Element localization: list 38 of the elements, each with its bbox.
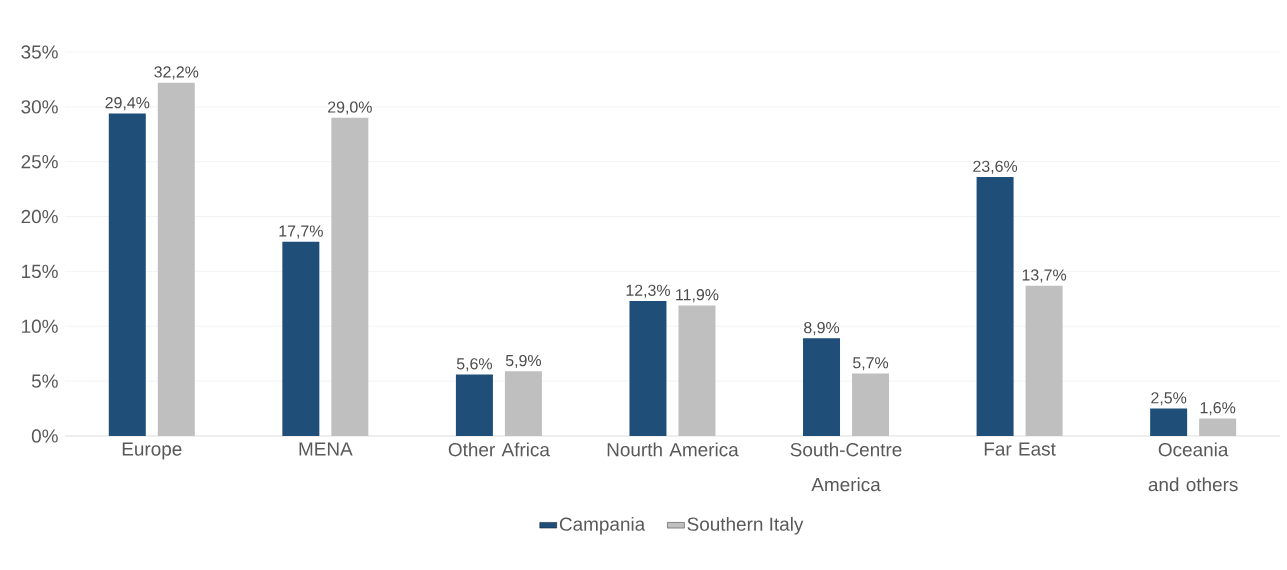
data-label: 5,6%: [456, 358, 493, 372]
bar: [1150, 408, 1188, 436]
y-tick-label: 25%: [21, 155, 58, 169]
x-tick-label: Other Africa: [448, 442, 550, 457]
bar: [455, 374, 493, 436]
bar: [108, 113, 146, 436]
y-tick-label: 0%: [31, 429, 58, 443]
data-label: 1,6%: [1200, 402, 1236, 416]
data-label: 17,7%: [279, 225, 323, 239]
data-label: 29,0%: [328, 101, 372, 115]
bar: [803, 338, 841, 436]
data-label: 32,2%: [154, 66, 199, 80]
y-tick-label: 15%: [22, 264, 58, 279]
x-tick-label: South-Centre America: [790, 442, 902, 492]
data-label: 5,9%: [505, 354, 542, 369]
x-tick-label: Oceania and others: [1148, 442, 1238, 492]
x-tick-label: Europe: [122, 442, 182, 460]
data-label: 8,9%: [804, 321, 840, 336]
data-label: 11,9%: [676, 289, 719, 303]
bar: [282, 241, 320, 436]
data-label: 29,4%: [105, 97, 150, 111]
legend-label: Southern Italy: [687, 516, 804, 535]
bar: [976, 177, 1014, 436]
x-tick-label: Nourth America: [607, 442, 739, 457]
data-label: 2,5%: [1151, 392, 1187, 406]
x-tick-label: Far East: [984, 442, 1056, 456]
data-label: 13,7%: [1022, 269, 1067, 283]
y-tick-label: 5%: [31, 374, 58, 388]
data-label: 5,7%: [853, 357, 889, 371]
bar: [629, 301, 667, 436]
y-tick-label: 30%: [21, 100, 58, 114]
y-tick-label: 20%: [21, 209, 58, 224]
data-label: 23,6%: [973, 160, 1018, 174]
legend-label: Campania: [559, 516, 646, 535]
y-tick-label: 10%: [22, 319, 58, 333]
data-label: 12,3%: [626, 284, 670, 298]
x-tick-label: MENA: [299, 442, 353, 456]
y-tick-label: 35%: [21, 45, 58, 59]
